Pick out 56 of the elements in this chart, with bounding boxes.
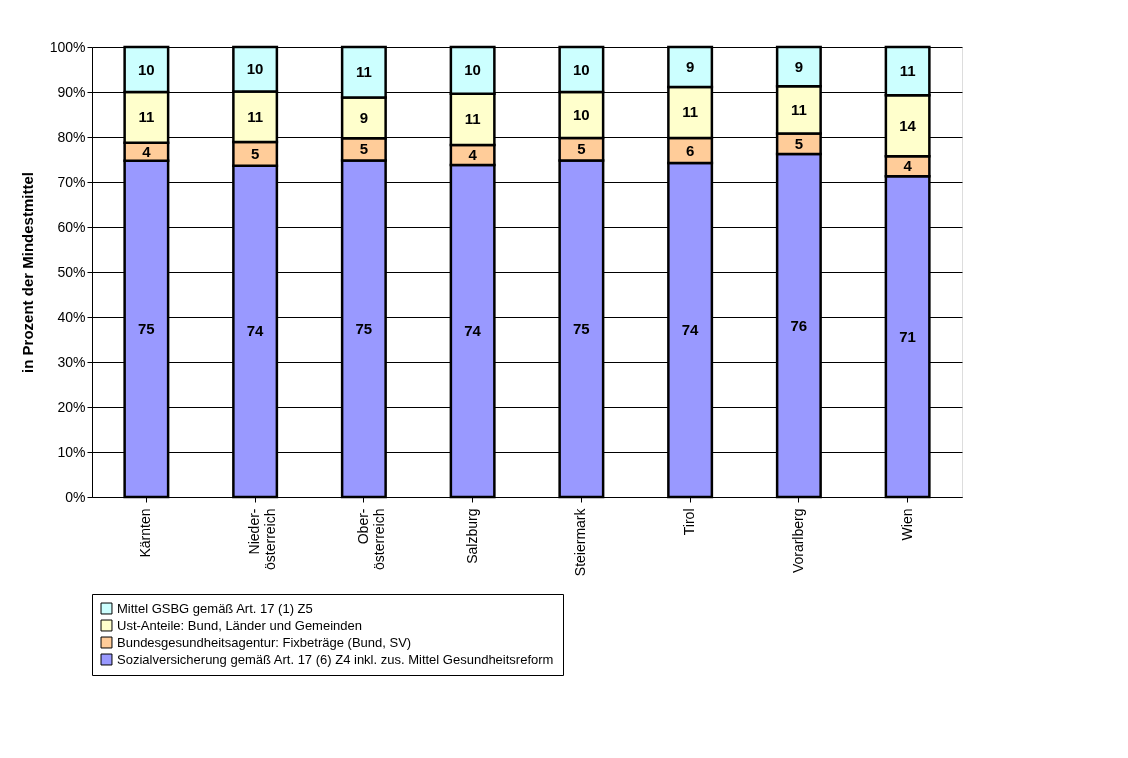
data-label: 76 — [790, 316, 808, 334]
data-label: 14 — [899, 116, 917, 134]
data-label: 6 — [685, 141, 695, 159]
data-label: 9 — [794, 57, 804, 75]
legend-label: Mittel GSBG gemäß Art. 17 (1) Z5 — [117, 600, 313, 616]
y-tick-label: 80% — [57, 128, 86, 145]
data-label: 11 — [899, 62, 916, 80]
data-label: 11 — [464, 110, 481, 128]
data-label: 74 — [246, 322, 265, 340]
data-label: 10 — [573, 60, 590, 78]
y-tick-label: 0% — [65, 488, 86, 505]
y-tick-label: 40% — [57, 308, 86, 325]
y-axis-title: in Prozent der Mindestmittel — [18, 172, 36, 373]
data-label: 4 — [142, 142, 152, 160]
data-label: 74 — [681, 321, 700, 339]
legend-label: Ust-Anteile: Bund, Länder und Gemeinden — [117, 617, 362, 633]
x-tick-label: Tirol — [681, 508, 698, 536]
x-tick-label: Steiermark — [572, 507, 589, 577]
data-label: 11 — [247, 107, 264, 125]
y-tick-label: 20% — [57, 398, 86, 415]
y-tick-label: 10% — [57, 443, 86, 460]
y-tick-label: 50% — [57, 263, 86, 280]
data-label: 4 — [903, 157, 913, 175]
data-label: 9 — [685, 58, 695, 76]
x-tick-label: Wien — [898, 508, 915, 541]
data-label: 4 — [468, 146, 478, 163]
x-tick-label: Vorarlberg — [789, 508, 806, 574]
data-label: 5 — [794, 134, 804, 152]
data-label: 11 — [355, 63, 372, 81]
y-tick-label: 90% — [57, 83, 86, 100]
x-tick-label: Ober- österreich — [354, 508, 387, 570]
data-label: 75 — [138, 319, 155, 337]
x-tick-label: Salzburg — [463, 508, 480, 564]
y-tick-label: 100% — [49, 38, 86, 55]
data-label: 5 — [359, 140, 369, 158]
y-tick-label: 60% — [57, 218, 86, 235]
data-label: 10 — [138, 60, 155, 78]
y-tick-label: 70% — [57, 173, 86, 190]
data-label: 11 — [138, 108, 155, 126]
x-tick-label: Kärnten — [137, 508, 154, 558]
data-label: 11 — [682, 103, 699, 121]
data-label: 10 — [246, 60, 264, 78]
data-label: 74 — [464, 321, 482, 339]
legend-label: Bundesgesundheitsagentur: Fixbeträge (Bund, SV) — [117, 634, 412, 650]
data-label: 10 — [464, 61, 481, 79]
data-label: 75 — [355, 319, 373, 337]
data-label: 5 — [577, 140, 586, 158]
data-label: 71 — [899, 327, 916, 345]
data-label: 10 — [573, 105, 590, 123]
data-label: 5 — [250, 144, 260, 162]
legend-label: Sozialversicherung gemäß Art. 17 (6) Z4 inkl. zus. Mittel Gesundheitsreform — [117, 651, 554, 667]
data-label: 9 — [359, 108, 369, 126]
x-tick-label: Nieder- österreich — [246, 508, 279, 570]
data-label: 11 — [790, 100, 807, 118]
y-tick-label: 30% — [57, 353, 86, 370]
data-label: 75 — [573, 319, 590, 337]
